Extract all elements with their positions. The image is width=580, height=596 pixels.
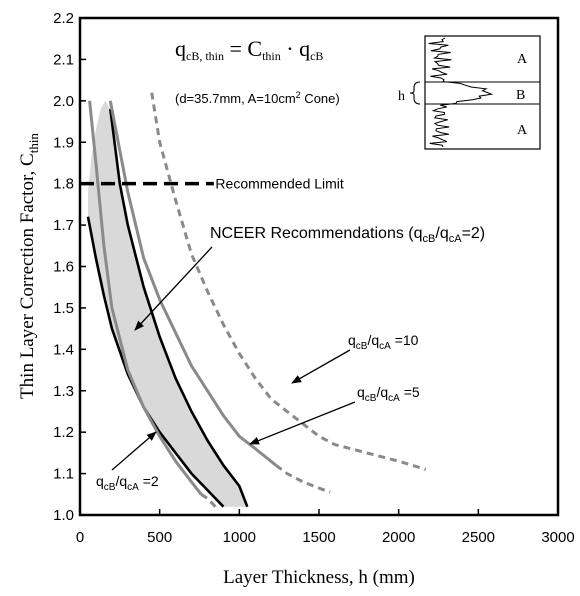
y-tick-label: 2.2 [53, 10, 74, 27]
label-ratio-5: qcB/qcA =5 [357, 384, 420, 404]
layer-inset-diagram: A B A h [398, 35, 541, 150]
y-tick-label: 2.0 [53, 93, 74, 110]
y-tick-label: 1.9 [53, 134, 74, 151]
y-tick-label: 1.1 [53, 466, 74, 483]
arrow-ratio-5 [249, 401, 356, 445]
nceer-shaded-band [88, 100, 248, 507]
nceer-label: NCEER Recommendations (qcB/qcA=2) [210, 225, 485, 245]
nceer-arrow [134, 246, 213, 331]
x-tick-label: 500 [147, 529, 172, 546]
y-tick-label: 1.7 [53, 217, 74, 234]
y-tick-label: 2.1 [53, 51, 74, 68]
inset-layer-a-top: A [517, 52, 528, 67]
y-tick-label: 1.6 [53, 259, 74, 276]
x-tick-label: 1500 [302, 529, 335, 546]
label-ratio-2: qcB/qcA =2 [96, 473, 159, 493]
test-conditions: (d=35.7mm, A=10cm2 Cone) [175, 90, 340, 106]
arrow-ratio-10 [291, 349, 351, 384]
cpt-trace [428, 37, 494, 148]
y-tick-label: 1.3 [53, 383, 74, 400]
y-tick-label: 1.4 [53, 341, 74, 358]
y-tick-label: 1.0 [53, 507, 74, 524]
series-line-r5_dashed_tail [275, 464, 331, 494]
recommended-limit-label: Recommended Limit [215, 176, 343, 192]
x-axis-ticks: 0 500 1000 1500 2000 2500 3000 [76, 509, 575, 546]
inset-h-label: h [398, 89, 405, 104]
series-line-r10 [150, 92, 427, 471]
y-tick-label: 1.8 [53, 176, 74, 193]
series-line-r2_upper [109, 108, 249, 508]
x-tick-label: 3000 [541, 529, 574, 546]
x-tick-label: 2000 [382, 529, 415, 546]
inset-brace [409, 81, 421, 105]
y-axis-title: Thin Layer Correction Factor, Cthin [17, 133, 41, 399]
y-tick-label: 1.5 [53, 300, 74, 317]
x-axis-title: Layer Thickness, h (mm) [223, 567, 415, 588]
x-tick-label: 1000 [223, 529, 256, 546]
series-line-r2_gray [88, 100, 203, 496]
arrow-ratio-2 [111, 431, 157, 471]
label-ratio-10: qcB/qcA =10 [348, 332, 419, 352]
y-tick-label: 1.2 [53, 424, 74, 441]
x-tick-label: 0 [76, 529, 84, 546]
series-line-r2_dashed_tail [200, 493, 217, 508]
inset-layer-b: B [516, 88, 525, 103]
equation: qcB, thin = Cthin · qcB [175, 36, 323, 63]
inset-layer-a-bottom: A [517, 123, 528, 138]
y-axis-ticks: 1.0 1.1 1.2 1.3 1.4 1.5 1.6 1.7 1.8 1.9 2.0 2.1 2.2 [53, 10, 86, 524]
x-tick-label: 2500 [462, 529, 495, 546]
